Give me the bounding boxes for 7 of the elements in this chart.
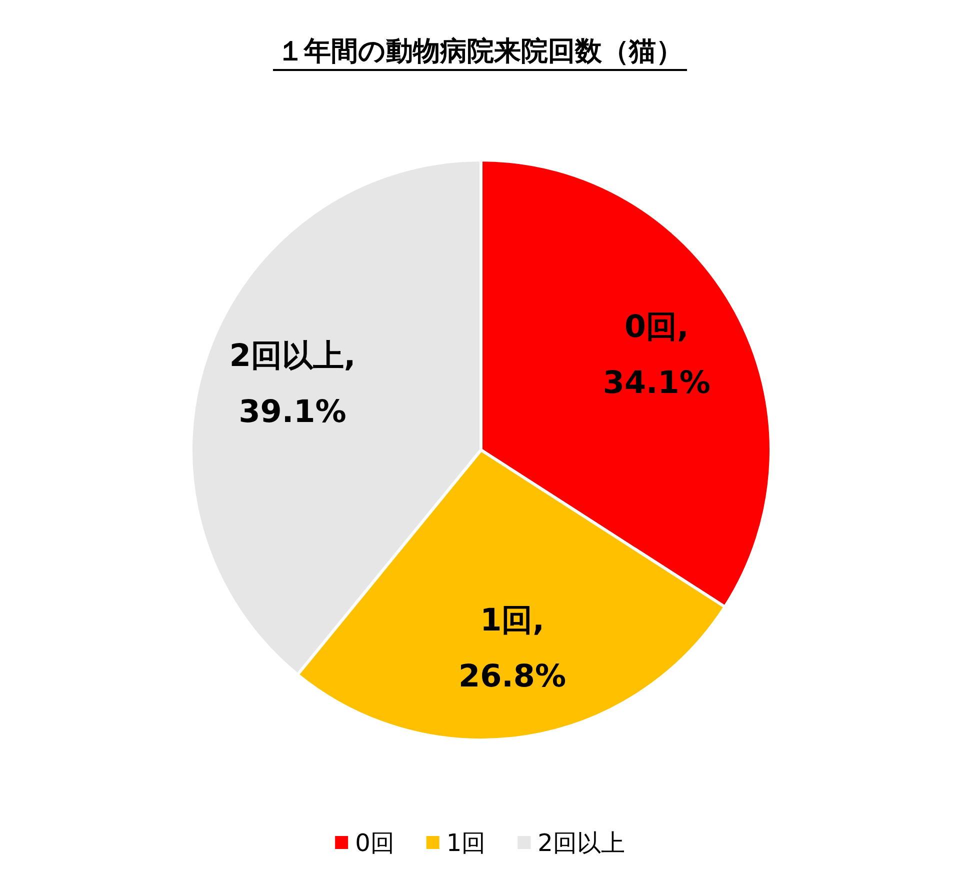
data-label: 1回, 26.8% (458, 602, 566, 695)
legend-label: 2回以上 (538, 829, 625, 857)
chart-title: １年間の動物病院来院回数（猫） (277, 36, 683, 67)
legend-label: 0回 (355, 829, 394, 857)
legend-label: 1回 (446, 829, 486, 857)
data-label: 0回, 34.1% (602, 309, 710, 402)
data-label: 2回以上, 39.1% (229, 338, 356, 430)
